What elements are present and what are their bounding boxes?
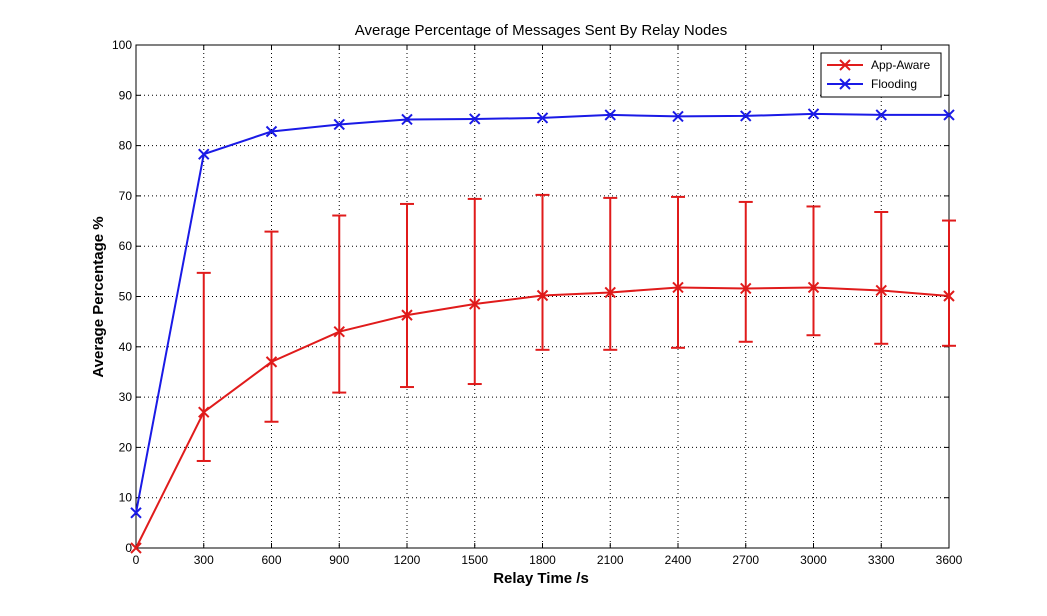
- y-tick-label: 50: [119, 290, 133, 304]
- x-tick-label: 0: [133, 553, 140, 567]
- y-tick-label: 40: [119, 340, 133, 354]
- data-point: [130, 507, 142, 519]
- data-point: [401, 113, 413, 126]
- data-point: [536, 112, 549, 124]
- x-tick-label: 1200: [394, 553, 421, 567]
- tick-labels: 0 300 600 900 1200 1500 1800 2100 2400 2700 3000 33…: [112, 38, 963, 567]
- x-tick-label: 2400: [665, 553, 692, 567]
- data-point: [198, 148, 210, 160]
- data-point: [943, 109, 955, 121]
- legend: App-Aware Flooding: [820, 52, 942, 98]
- x-tick-label: 600: [261, 553, 281, 567]
- series-layer: [130, 108, 956, 554]
- data-point: [672, 110, 684, 123]
- x-tick-label: 1500: [461, 553, 488, 567]
- y-tick-label: 10: [119, 491, 133, 505]
- data-point: [130, 542, 142, 554]
- y-tick-label: 20: [119, 440, 133, 454]
- y-tick-label: 70: [119, 189, 133, 203]
- data-point: [265, 356, 278, 368]
- data-point: [807, 108, 820, 120]
- data-point: [943, 290, 955, 302]
- data-point: [875, 109, 887, 121]
- data-point: [333, 326, 345, 338]
- x-tick-label: 900: [329, 553, 349, 567]
- data-point: [604, 286, 616, 299]
- data-point: [875, 284, 887, 297]
- data-point: [198, 406, 210, 418]
- data-point: [604, 109, 616, 121]
- x-tick-label: 2700: [732, 553, 759, 567]
- series-flooding: [130, 108, 955, 519]
- y-tick-label: 30: [119, 390, 133, 404]
- y-axis-label: Average Percentage %: [90, 216, 107, 377]
- data-point: [469, 298, 481, 310]
- x-tick-label: 3300: [868, 553, 895, 567]
- data-point: [265, 125, 278, 138]
- data-point: [740, 110, 752, 122]
- data-point: [469, 113, 481, 125]
- y-tick-label: 90: [119, 88, 133, 102]
- data-point: [536, 289, 549, 302]
- y-tick-label: 60: [119, 239, 133, 253]
- data-point: [333, 118, 345, 131]
- data-point: [401, 309, 413, 321]
- legend-marker: [839, 59, 851, 71]
- x-tick-label: 300: [194, 553, 214, 567]
- x-tick-label: 3600: [936, 553, 963, 567]
- series-app-aware: [130, 193, 956, 554]
- y-tick-label: 80: [119, 139, 133, 153]
- legend-entry: App-Aware: [871, 58, 930, 72]
- data-point: [807, 281, 820, 294]
- data-point: [672, 281, 684, 294]
- x-tick-label: 2100: [597, 553, 624, 567]
- legend-entry: Flooding: [871, 77, 917, 91]
- chart-title: Average Percentage of Messages Sent By R…: [355, 22, 727, 39]
- y-tick-label: 0: [125, 541, 132, 555]
- y-tick-label: 100: [112, 38, 132, 52]
- x-tick-label: 1800: [529, 553, 556, 567]
- data-point: [740, 282, 752, 295]
- x-tick-label: 3000: [800, 553, 827, 567]
- legend-marker: [839, 78, 851, 90]
- legend-box: [820, 52, 942, 98]
- x-axis-label: Relay Time /s: [493, 570, 589, 587]
